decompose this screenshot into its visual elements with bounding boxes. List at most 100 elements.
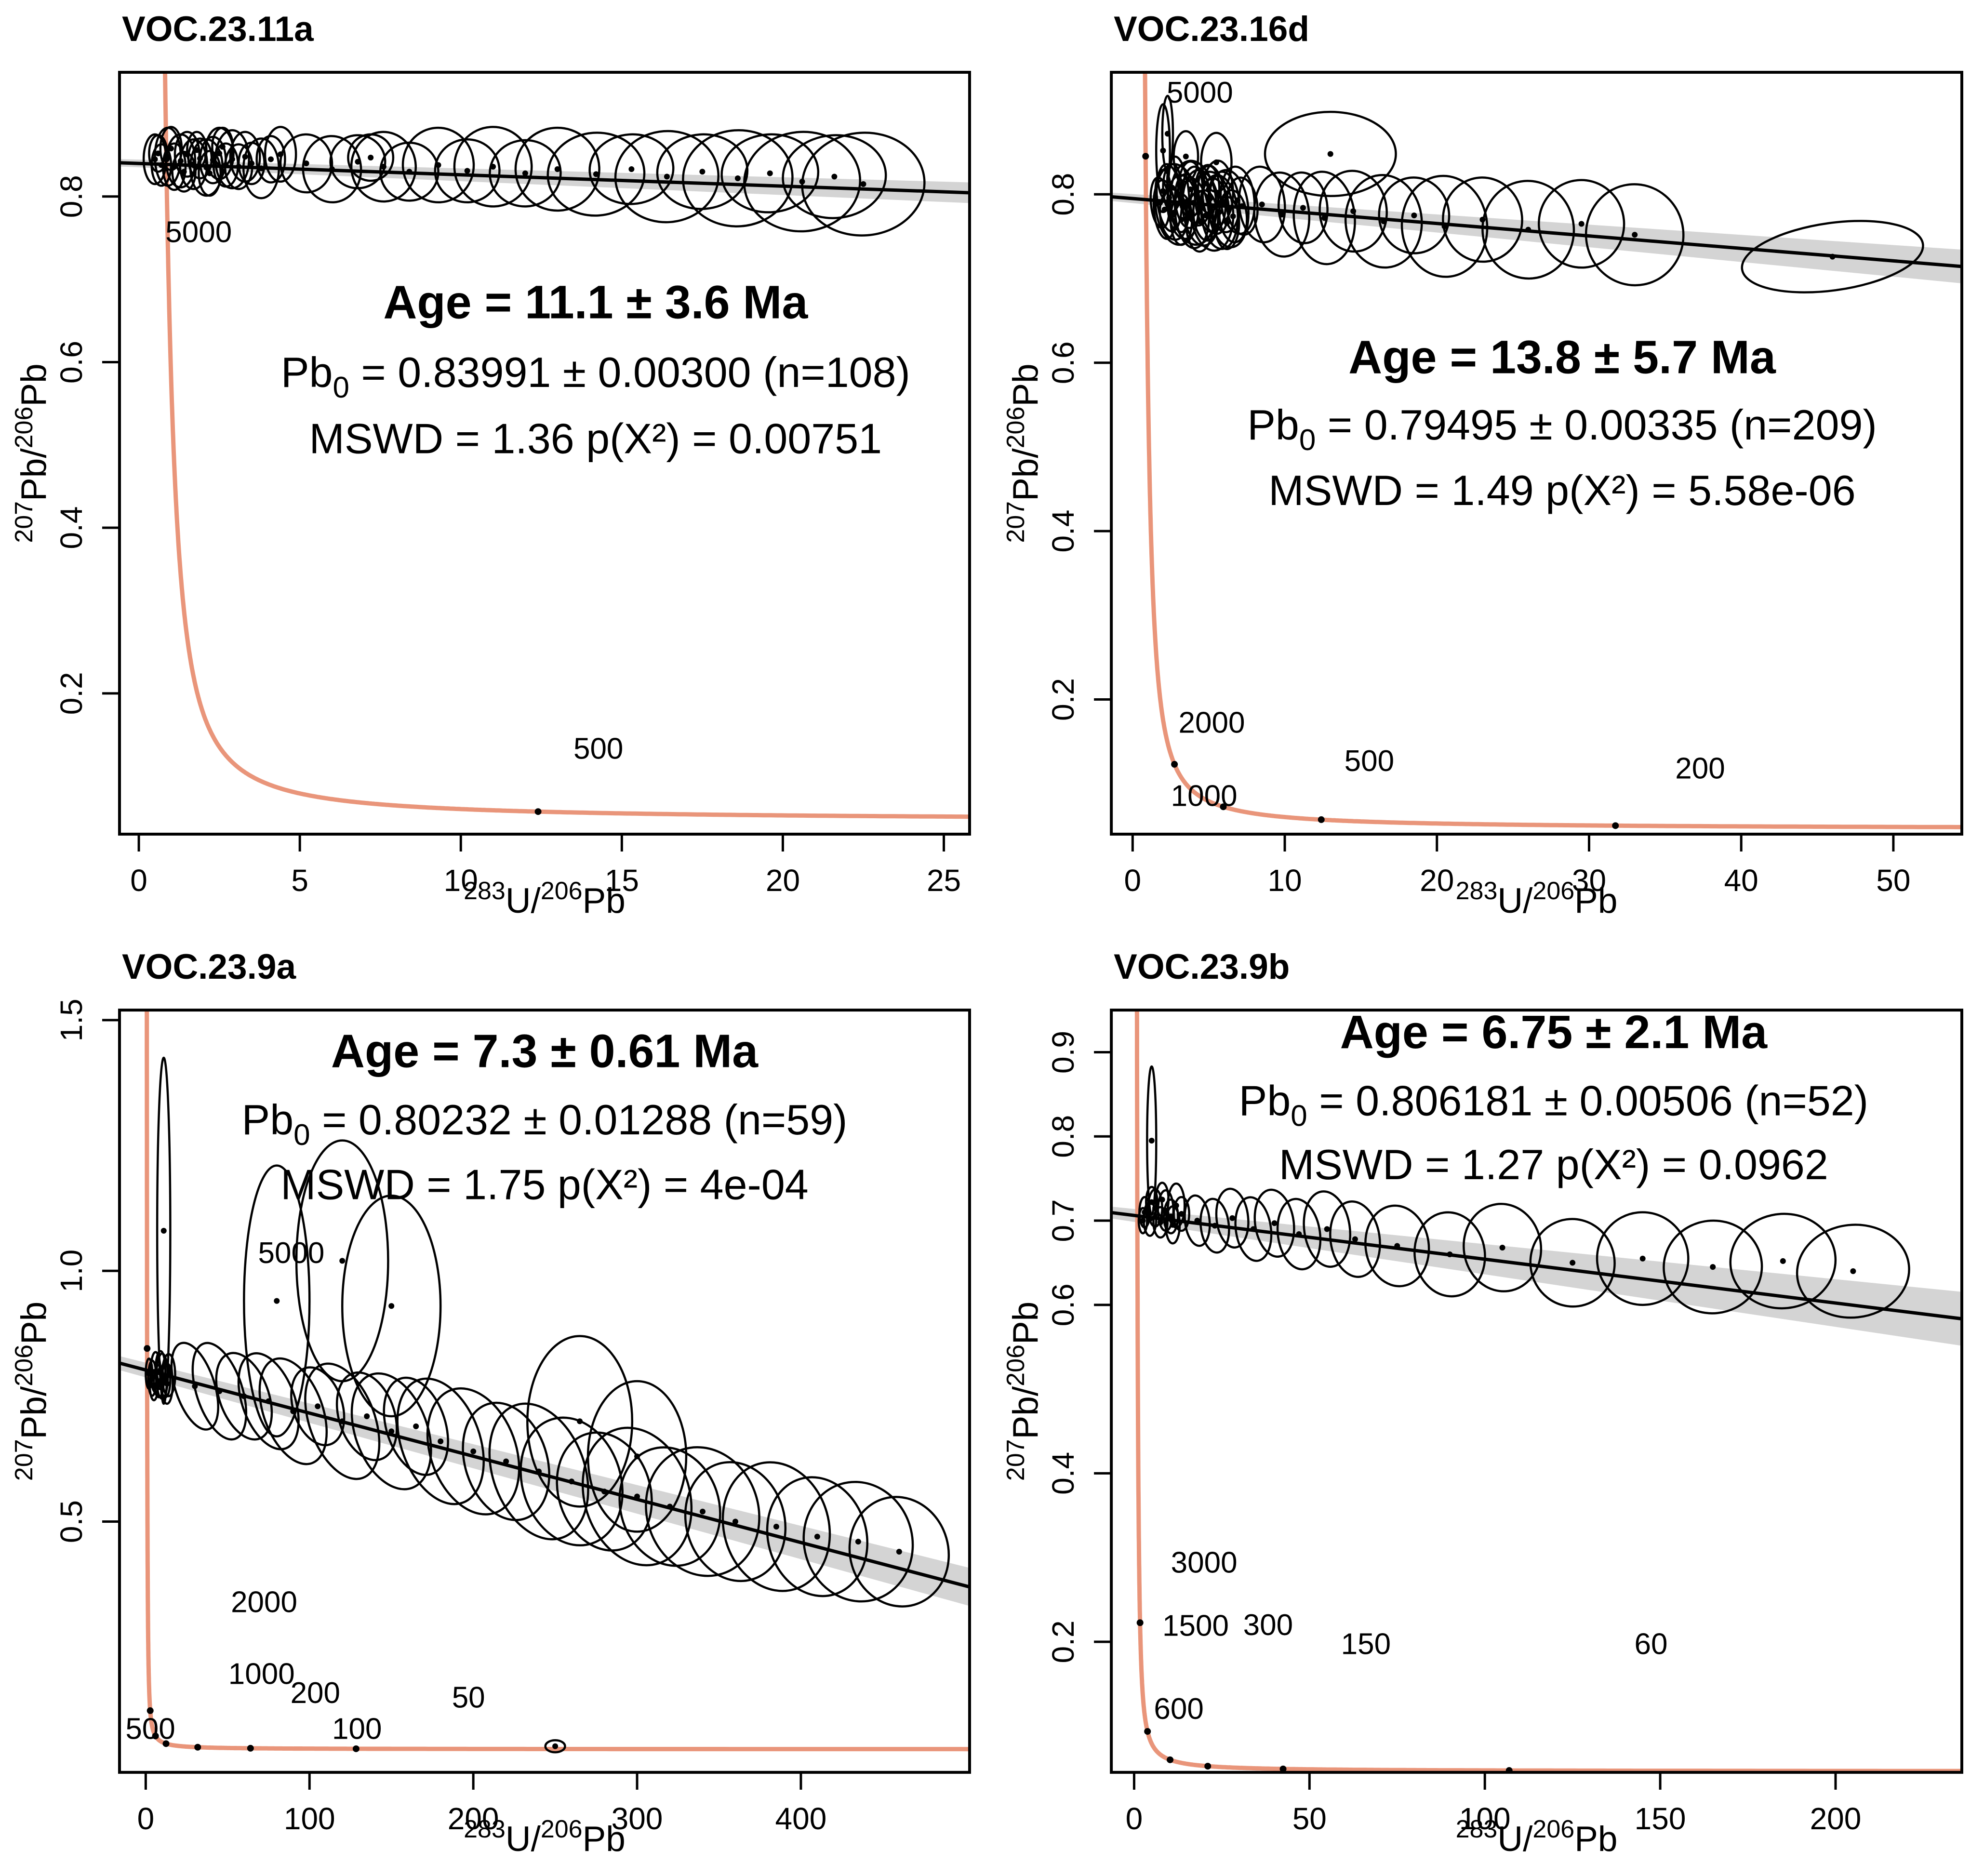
age-tick-label: 1000 [228,1657,295,1690]
data-point [1447,1251,1453,1257]
data-point [216,150,223,157]
data-point [1224,220,1230,226]
data-point [1780,1258,1786,1264]
data-point [406,169,413,175]
x-tick-label: 10 [444,863,478,898]
age-tick-label: 150 [1341,1628,1391,1661]
data-point [1194,1218,1200,1224]
data-point [628,166,635,173]
x-axis-label: 283U/206Pb [464,1815,626,1859]
error-ellipse [1442,176,1523,263]
error-ellipse [721,1461,831,1592]
data-point [667,1503,673,1510]
panel-voc-23-9b: 3000 1500 600 300 150 60 0 50 100 150 200 0.2 0.4 0.6… [992,938,1984,1876]
x-axis-label: 283U/206Pb [464,877,626,920]
data-point [552,1743,559,1749]
data-point [773,1523,779,1530]
data-point [734,175,741,181]
data-point [1271,1220,1278,1226]
data-point [1164,131,1171,137]
data-point [1324,1226,1330,1232]
x-tick-label: 0 [1126,1801,1143,1836]
x-tick-label: 200 [1810,1801,1862,1836]
pb0-annotation: Pb0 = 0.79495 ± 0.00335 (n=209) [1247,401,1877,457]
panel-title: VOC.23.16d [1114,10,1309,49]
error-ellipse [161,142,187,191]
error-ellipse [159,126,183,172]
age-tick-label: 2000 [1179,706,1245,740]
age-annotation: Age = 13.8 ± 5.7 Ma [1348,331,1776,384]
plot-box [118,71,971,836]
error-ellipse [264,126,297,183]
error-ellipse [279,133,333,194]
error-ellipse [1200,132,1233,193]
plot-area [1111,1010,1962,1772]
error-ellipse [148,134,169,173]
data-point [1352,1236,1358,1242]
age-tick-label: 300 [1243,1609,1293,1642]
error-ellipse [1729,1212,1837,1310]
confidence-band [1111,1207,1962,1346]
y-tick-label: 0.9 [1046,1031,1080,1074]
data-point [219,144,226,150]
error-ellipse [1215,1187,1250,1249]
pb0-annotation: Pb0 = 0.83991 ± 0.00300 (n=108) [281,348,910,404]
data-point [1148,1137,1155,1144]
data-point [1296,1231,1302,1237]
error-ellipse [1184,1194,1211,1247]
data-point [470,1448,477,1454]
error-ellipse [170,1342,219,1431]
x-tick-label: 0 [1124,863,1142,898]
error-ellipse [1663,1219,1763,1315]
error-ellipse [258,1357,328,1465]
data-point [1639,1255,1646,1262]
data-point [522,170,528,176]
data-point [896,1548,902,1555]
age-tick-dot [152,1732,159,1740]
error-ellipse [1596,1211,1690,1306]
x-tick-label: 200 [448,1801,499,1836]
y-tick-label: 0.2 [1046,1620,1080,1663]
age-tick-dot [1279,1765,1287,1772]
age-tick-label: 500 [573,732,623,765]
error-ellipse [1277,171,1329,244]
age-tick-label: 5000 [258,1237,325,1270]
y-tick-label: 0.2 [1046,678,1080,721]
data-point [274,1298,280,1304]
isochron-line [120,1361,970,1589]
error-ellipse [1292,171,1356,266]
error-ellipse [191,1342,248,1441]
data-point [160,1227,167,1234]
error-ellipse [1538,179,1625,269]
error-ellipse [544,1739,566,1754]
y-tick-label: 0.7 [1046,1199,1080,1242]
x-tick-label: 50 [1876,863,1910,898]
x-tick-label: 100 [1459,1801,1511,1836]
error-ellipse [1400,174,1489,278]
plot-box [1110,1009,1963,1774]
error-ellipse [1264,110,1397,198]
error-ellipse [1329,1200,1381,1278]
error-ellipse [546,132,646,217]
age-tick-label: 2000 [231,1586,297,1619]
error-ellipse [614,130,720,224]
y-axis-label: 207Pb/206Pb [1002,363,1045,543]
error-ellipse [526,1335,634,1508]
data-point [699,1508,706,1515]
y-tick-label: 0.6 [1046,341,1080,384]
age-tick-dot [1144,1728,1151,1735]
error-ellipse [1276,1197,1322,1271]
data-point [1183,153,1189,160]
mswd-annotation: MSWD = 1.36 p(X²) = 0.00751 [309,415,882,463]
error-ellipse [1585,183,1685,287]
age-tick-label: 1500 [1162,1610,1229,1643]
error-ellipse [720,133,820,213]
error-ellipse [782,134,887,219]
age-tick-dot [534,808,542,815]
data-point [380,163,386,170]
error-ellipse [1234,1196,1273,1262]
data-point [1394,1243,1400,1249]
error-ellipse [347,133,395,182]
y-axis-label: 207Pb/206Pb [10,363,53,543]
